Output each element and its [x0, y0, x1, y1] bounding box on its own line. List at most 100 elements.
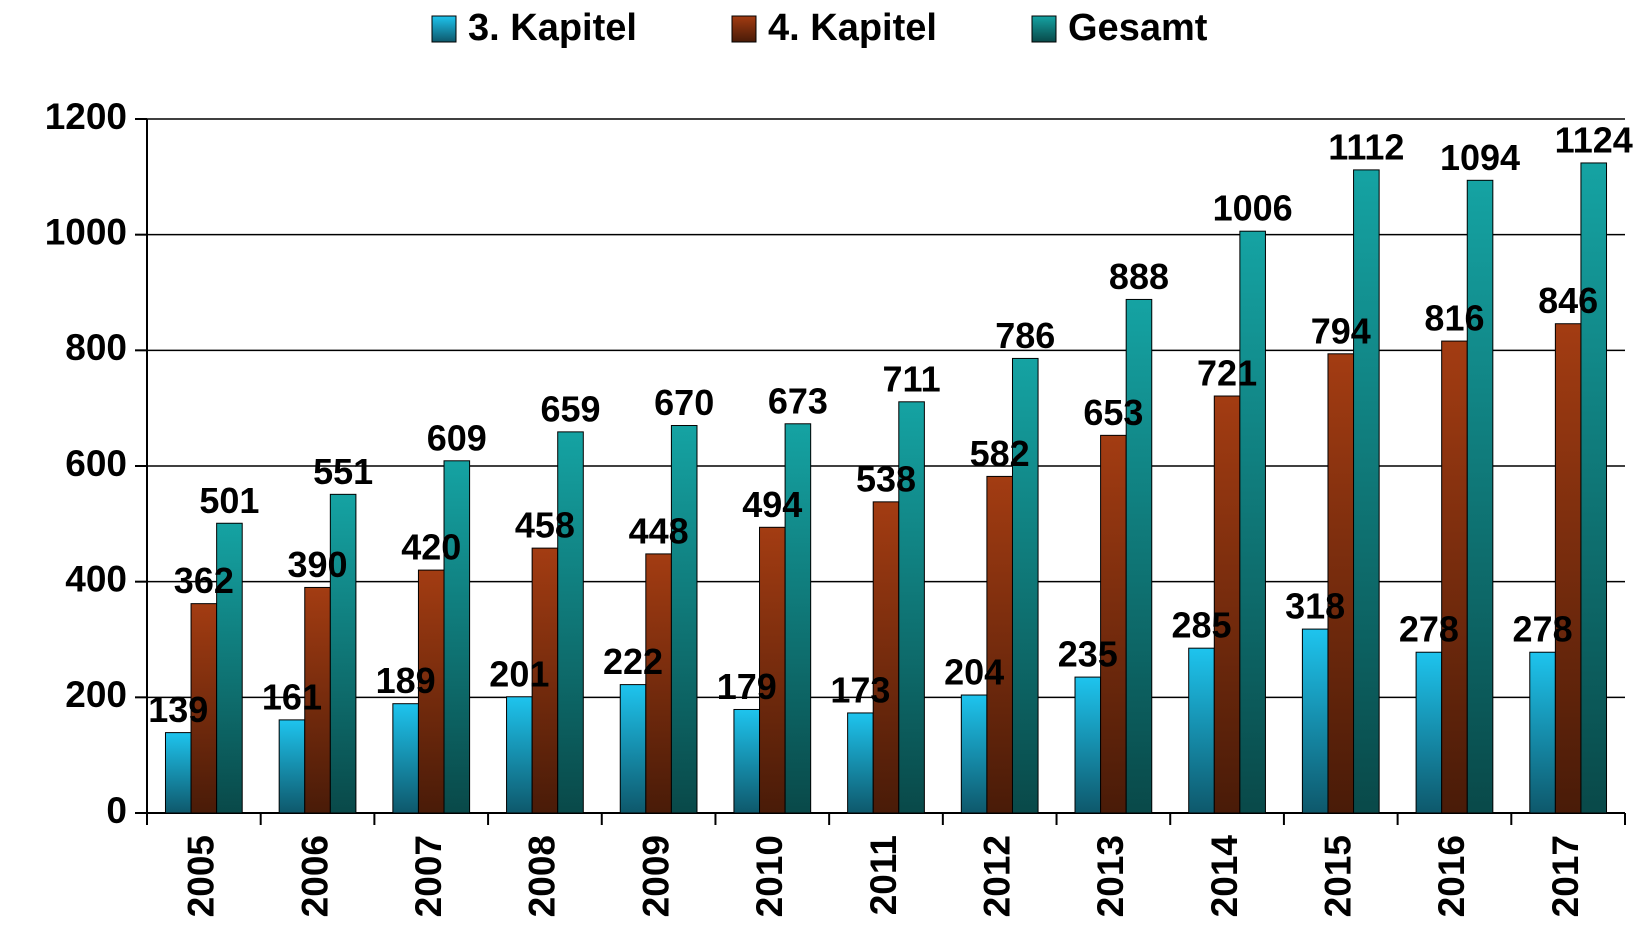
x-tick-label: 2013 — [1090, 835, 1131, 917]
bar — [417, 569, 445, 814]
bar — [960, 694, 988, 814]
bar — [898, 401, 925, 814]
data-label: 582 — [970, 433, 1030, 474]
y-tick-label: 200 — [65, 674, 127, 715]
x-tick-label: 2017 — [1545, 835, 1586, 917]
data-label: 653 — [1083, 392, 1143, 433]
bar — [784, 423, 812, 814]
data-label: 888 — [1109, 256, 1169, 297]
data-label: 670 — [654, 382, 714, 423]
bar — [1100, 434, 1127, 814]
y-tick-label: 600 — [65, 443, 127, 484]
bar — [392, 703, 419, 814]
legend-swatch — [731, 15, 757, 43]
bar — [329, 493, 357, 814]
data-label: 201 — [489, 653, 549, 694]
x-tick-label: 2012 — [976, 835, 1017, 917]
data-label: 390 — [287, 544, 347, 585]
data-label: 494 — [742, 484, 802, 525]
y-tick-label: 1000 — [45, 211, 127, 252]
data-label: 458 — [515, 505, 575, 546]
bar — [670, 425, 698, 814]
x-tick-label: 2010 — [749, 835, 790, 917]
bar — [278, 719, 306, 814]
x-tick-label: 2005 — [181, 835, 222, 917]
data-label: 673 — [768, 380, 828, 421]
legend-label: Gesamt — [1068, 7, 1208, 49]
data-label: 659 — [540, 388, 600, 429]
bar — [759, 526, 786, 814]
x-tick-label: 2015 — [1318, 835, 1359, 917]
data-label: 222 — [603, 641, 663, 682]
bar — [1353, 169, 1380, 814]
legend-swatch — [431, 15, 457, 43]
bar — [164, 732, 192, 814]
y-tick-label: 800 — [65, 327, 127, 368]
legend-label: 3. Kapitel — [468, 7, 637, 49]
x-tick-label: 2008 — [522, 835, 563, 917]
bar — [1213, 395, 1241, 814]
bar — [645, 553, 672, 814]
bar — [216, 522, 243, 814]
legend-label: 4. Kapitel — [768, 7, 937, 49]
bar — [1529, 651, 1556, 814]
bar — [1554, 323, 1582, 814]
x-tick-label: 2007 — [408, 835, 449, 917]
bar — [1415, 651, 1443, 814]
bar — [557, 431, 584, 814]
bar — [1239, 230, 1266, 814]
bar — [1188, 647, 1215, 814]
data-label: 318 — [1285, 586, 1345, 627]
data-label: 816 — [1424, 298, 1484, 339]
data-label: 786 — [995, 315, 1055, 356]
bar — [1011, 357, 1039, 814]
bar — [872, 501, 900, 814]
data-label: 609 — [427, 417, 487, 458]
y-tick-label: 400 — [65, 558, 127, 599]
data-label: 278 — [1399, 609, 1459, 650]
data-label: 794 — [1311, 310, 1371, 351]
bar — [1125, 298, 1153, 814]
x-tick-label: 2014 — [1204, 835, 1245, 918]
data-label: 846 — [1538, 280, 1598, 321]
x-tick-label: 2006 — [294, 835, 335, 917]
data-label: 204 — [944, 652, 1004, 693]
bar — [443, 460, 471, 814]
data-label: 711 — [883, 358, 941, 399]
data-label: 538 — [856, 458, 916, 499]
data-label: 278 — [1513, 609, 1573, 650]
bar — [1580, 162, 1608, 814]
data-label: 1094 — [1440, 137, 1520, 178]
data-label: 179 — [717, 666, 777, 707]
y-tick-label: 1200 — [45, 96, 127, 137]
bar — [733, 708, 761, 814]
x-tick-label: 2016 — [1431, 835, 1472, 917]
data-label: 501 — [199, 480, 259, 521]
bar — [1466, 179, 1494, 814]
bar — [1074, 676, 1102, 814]
bar — [304, 586, 331, 814]
bar — [986, 475, 1013, 814]
bar — [1301, 628, 1329, 814]
data-label: 139 — [148, 689, 208, 730]
data-label: 721 — [1197, 353, 1257, 394]
x-tick-label: 2011 — [863, 835, 904, 915]
data-label: 1124 — [1555, 119, 1633, 160]
data-label: 235 — [1058, 634, 1118, 675]
bar — [531, 547, 559, 814]
data-label: 420 — [401, 527, 461, 568]
data-label: 161 — [262, 676, 322, 717]
data-label: 362 — [174, 560, 234, 601]
legend-swatch — [1031, 15, 1057, 43]
data-label: 285 — [1171, 605, 1231, 646]
data-label: 189 — [376, 660, 436, 701]
data-label: 551 — [313, 451, 373, 492]
bar — [506, 696, 533, 814]
data-label: 1006 — [1213, 188, 1293, 229]
x-tick-label: 2009 — [635, 835, 676, 917]
bar — [1441, 340, 1468, 814]
bar — [619, 684, 647, 814]
data-label: 448 — [629, 510, 689, 551]
data-label: 1112 — [1328, 126, 1404, 167]
